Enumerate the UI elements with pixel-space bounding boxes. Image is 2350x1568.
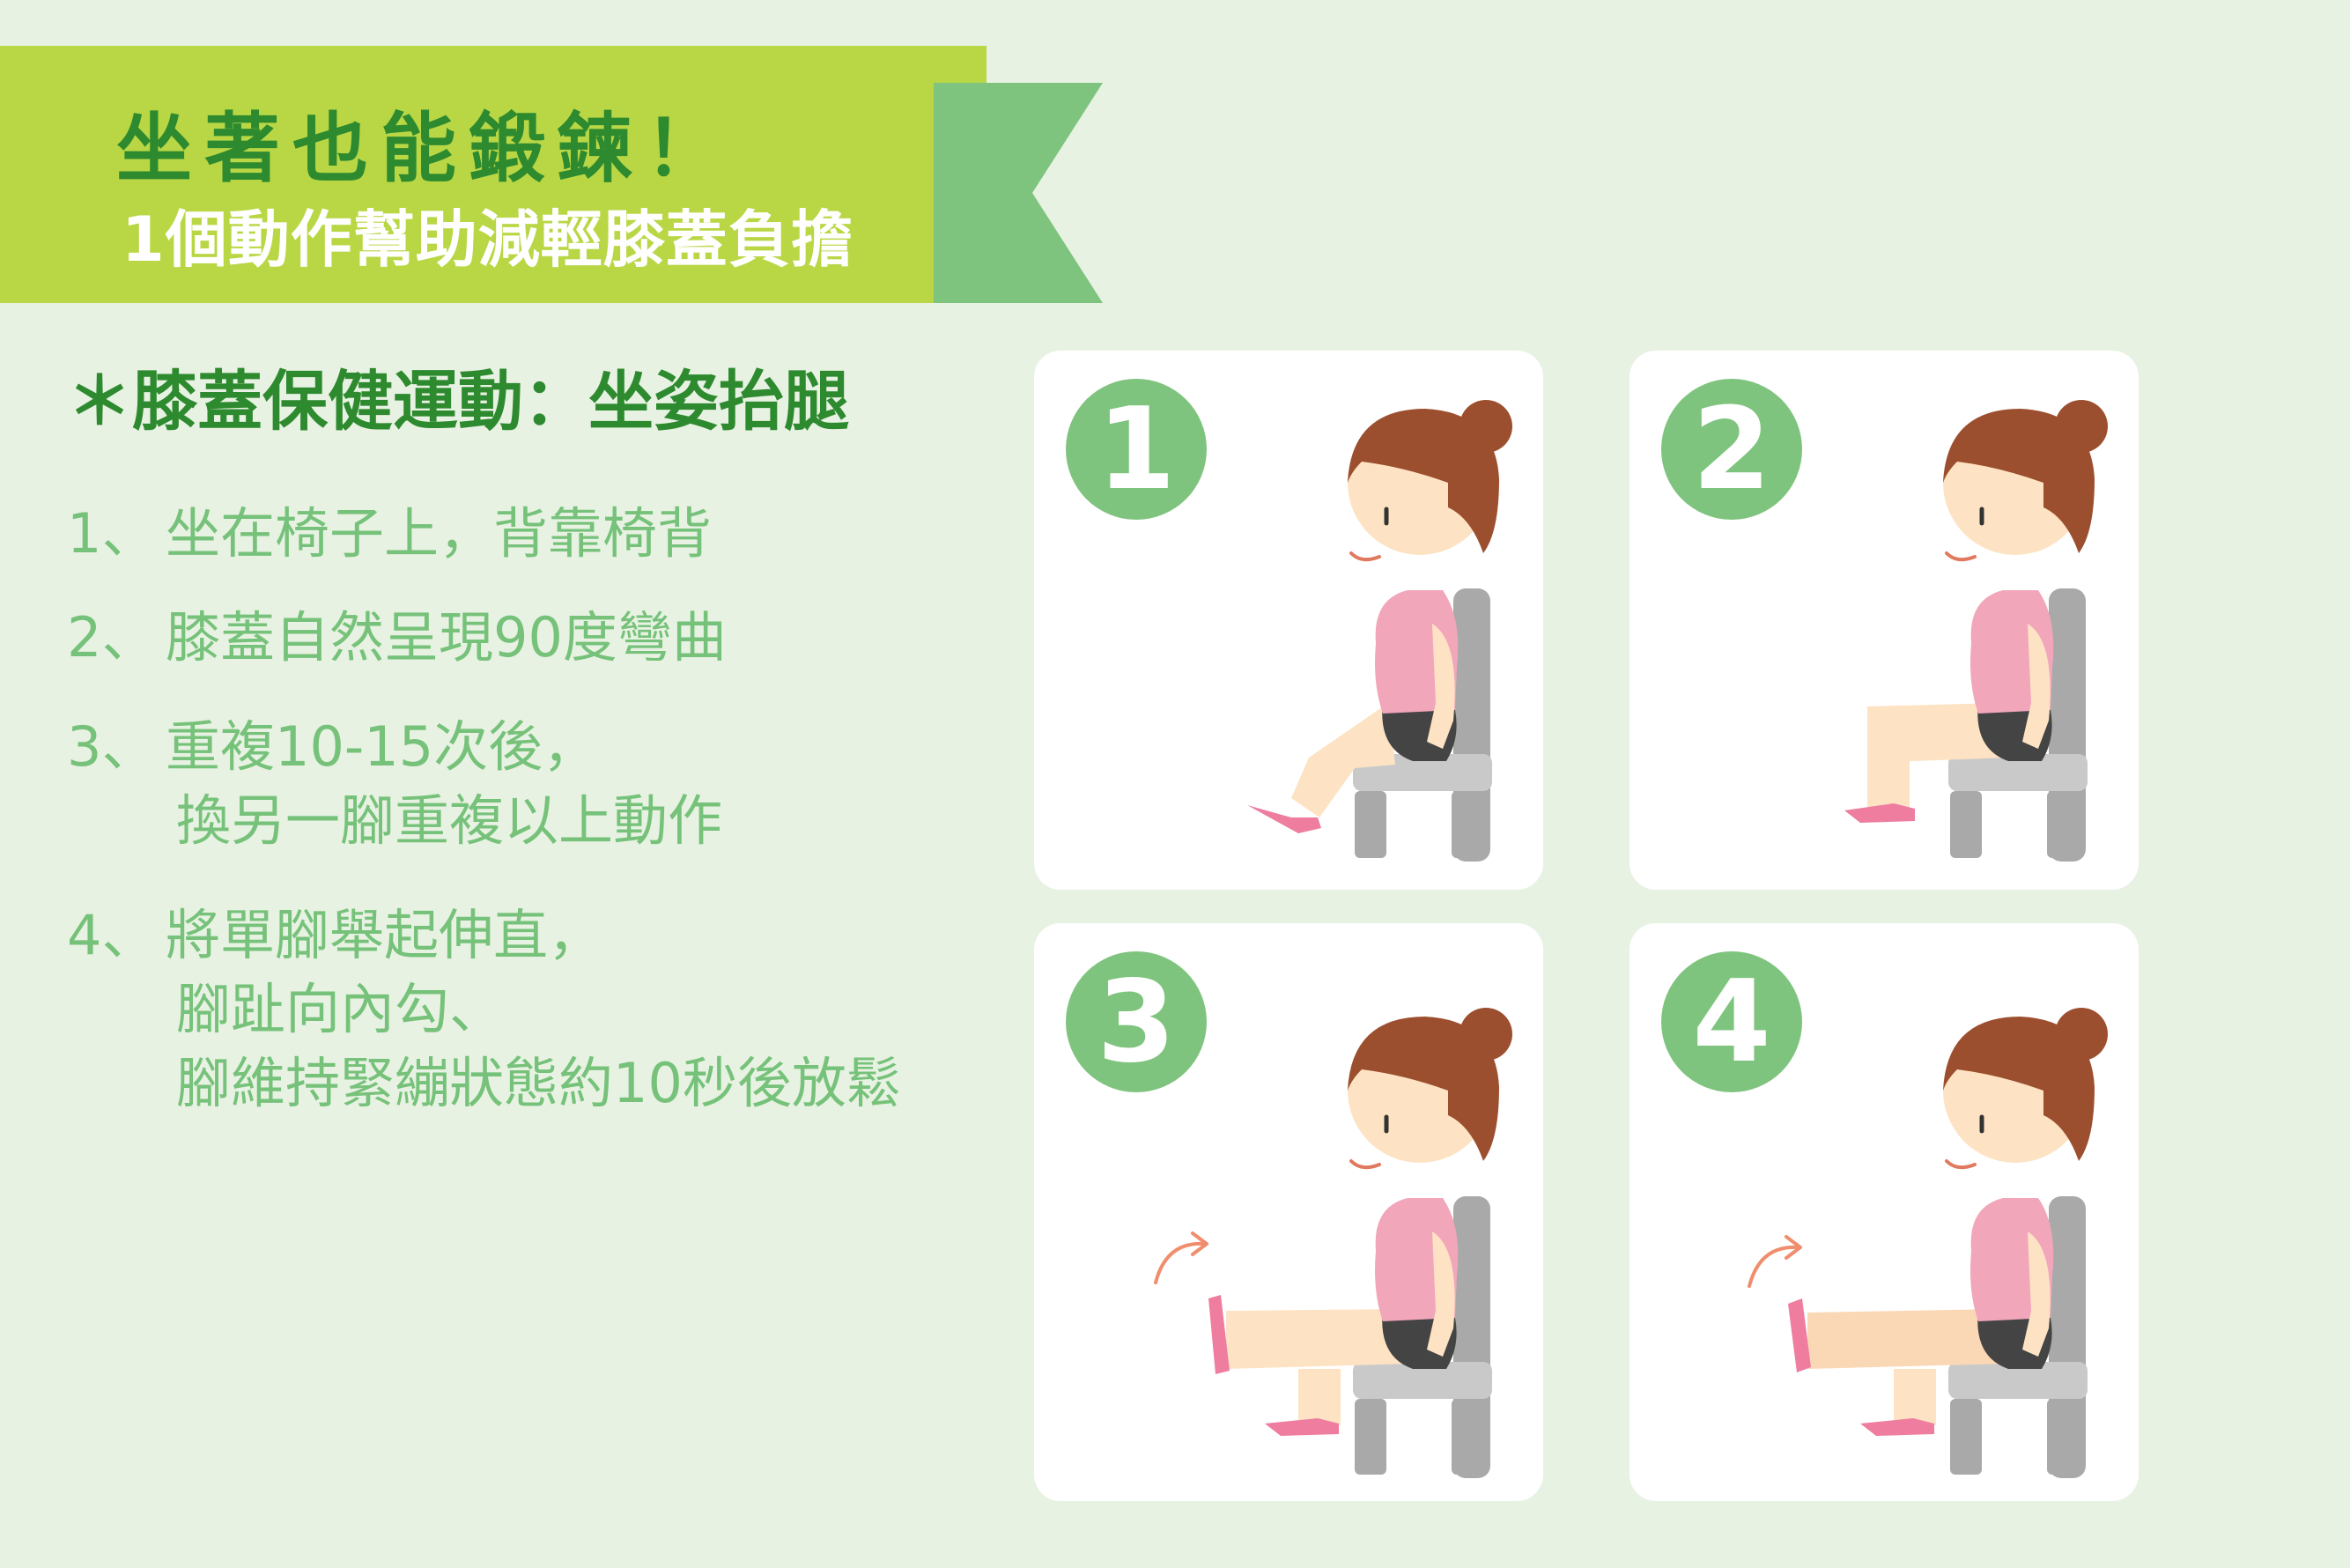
exercise-card-1: 1 xyxy=(1034,351,1543,890)
header-banner xyxy=(0,46,987,303)
section-title: ＊膝蓋保健運動：坐姿抬腿 xyxy=(67,364,849,440)
illustration-leg-raised-toes-in xyxy=(1748,1008,2108,1478)
illustration-leg-raised xyxy=(1154,1008,1512,1478)
step-item-1: 1、 坐在椅子上，背靠椅背 xyxy=(67,497,712,571)
step-text: 腳維持緊繃狀態約10秒後放鬆 xyxy=(176,1051,901,1115)
step-badge-1: 1 xyxy=(1066,379,1207,520)
step-number: 3、 xyxy=(67,714,157,779)
step-badge-3: 3 xyxy=(1066,951,1207,1092)
step-badge-2: 2 xyxy=(1661,379,1802,520)
step-number: 2、 xyxy=(67,605,157,669)
step-text: 腳趾向內勾、 xyxy=(176,977,505,1041)
step-text: 將單腳舉起伸直， xyxy=(166,903,603,967)
illustration-sitting-feet-forward xyxy=(1247,400,1512,862)
step-text: 換另一腳重複以上動作 xyxy=(176,788,723,853)
step-number: 4、 xyxy=(67,903,157,967)
exercise-card-4: 4 xyxy=(1629,923,2139,1501)
step-item-3: 3、 重複10-15次後， 換另一腳重複以上動作 xyxy=(67,710,722,858)
step-item-4: 4、 將單腳舉起伸直， 腳趾向內勾、 腳維持緊繃狀態約10秒後放鬆 xyxy=(67,899,901,1121)
exercise-card-3: 3 xyxy=(1034,923,1543,1501)
step-item-2: 2、 膝蓋自然呈現90度彎曲 xyxy=(67,601,727,675)
exercise-card-2: 2 xyxy=(1629,351,2139,890)
page-subtitle: 1個動作幫助減輕膝蓋負擔 xyxy=(122,203,854,276)
step-badge-4: 4 xyxy=(1661,951,1802,1092)
banner-ribbon-tail xyxy=(934,83,1103,303)
illustration-sitting-knee-90 xyxy=(1844,400,2108,862)
step-text: 坐在椅子上，背靠椅背 xyxy=(166,501,713,566)
step-text: 膝蓋自然呈現90度彎曲 xyxy=(166,605,727,669)
step-text: 重複10-15次後， xyxy=(166,714,598,779)
step-number: 1、 xyxy=(67,501,157,566)
page-title: 坐著也能鍛鍊！ xyxy=(116,105,733,193)
